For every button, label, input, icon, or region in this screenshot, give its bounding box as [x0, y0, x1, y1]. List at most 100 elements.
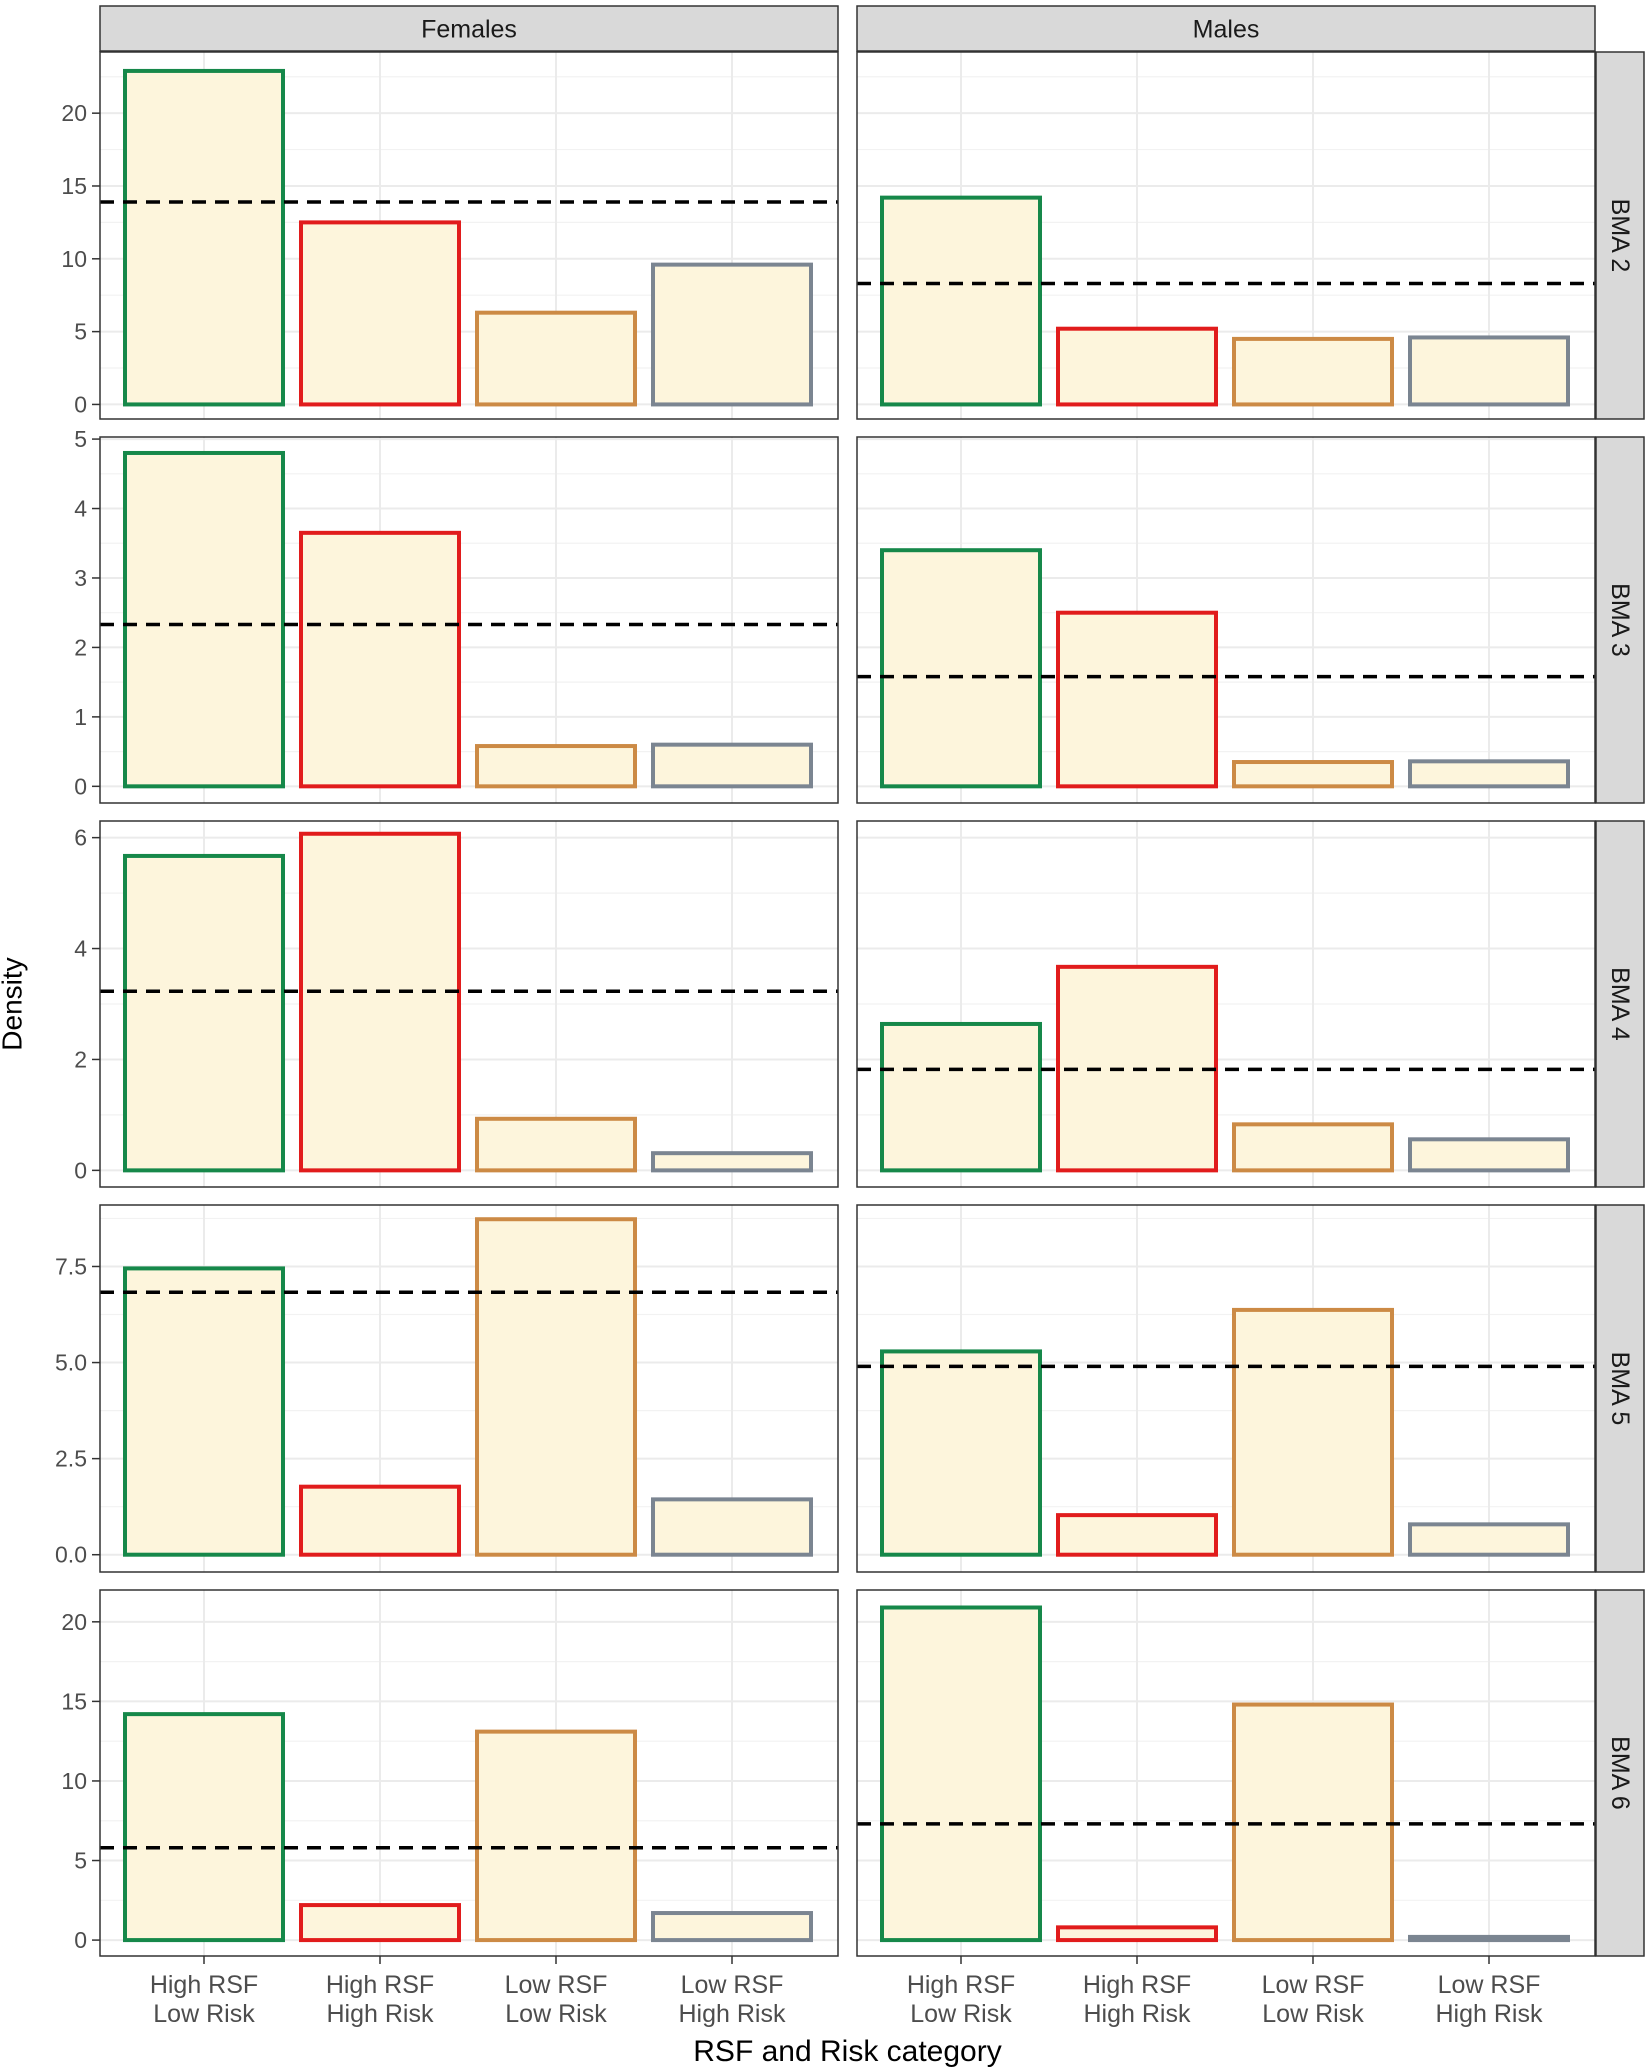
strip-label-bma-6: BMA 6 — [1606, 1736, 1634, 1810]
y-tick-label: 10 — [61, 1768, 87, 1794]
x-tick-label-line: Low Risk — [910, 2000, 1012, 2028]
strip-bma-2-background — [1595, 51, 1645, 420]
y-tick-label: 0.0 — [55, 1542, 87, 1568]
y-tick-label: 5 — [74, 319, 87, 345]
bar-high-rsf-high-risk — [1056, 610, 1218, 789]
strip-label-bma-3: BMA 3 — [1606, 583, 1634, 657]
bar-low-rsf-high-risk — [651, 1497, 813, 1557]
y-tick-label: 7.5 — [55, 1253, 87, 1279]
bar-low-rsf-high-risk — [1408, 335, 1570, 407]
x-axis-label: RSF and Risk category — [693, 2035, 1001, 2068]
y-tick-label: 0 — [74, 773, 87, 799]
y-tick-label: 6 — [74, 825, 87, 851]
x-tick-label: High RSF High Risk — [326, 1971, 434, 2028]
x-tick-label-line: High Risk — [1436, 2000, 1543, 2028]
panel-females-bma-2-border — [99, 51, 839, 420]
y-tick-label: 0 — [74, 391, 87, 417]
bar-low-rsf-high-risk — [651, 1151, 813, 1173]
bar-low-rsf-low-risk — [1232, 760, 1394, 789]
y-tick-label: 3 — [74, 565, 87, 591]
y-tick-label: 2 — [74, 1046, 87, 1072]
bar-high-rsf-high-risk — [299, 220, 461, 407]
x-tick-label-line: High RSF — [150, 1971, 258, 1999]
panel-females-bma-6: 0 5 10 15 20 — [61, 1589, 839, 1957]
panel-females-bma-5-border — [99, 1204, 839, 1573]
panel-males-bma-6 — [856, 1589, 1596, 1957]
y-tick-label: 4 — [74, 936, 87, 962]
strip-males-background — [856, 5, 1596, 52]
panel-females-bma-3: 0 1 2 3 4 5 — [74, 426, 839, 804]
x-tick-label-line: High RSF — [907, 1971, 1015, 1999]
panel-males-bma-6-border — [856, 1589, 1596, 1957]
bar-high-rsf-low-risk — [123, 1266, 285, 1557]
panel-males-bma-3-border — [856, 436, 1596, 804]
bar-high-rsf-low-risk — [123, 68, 285, 407]
bar-high-rsf-high-risk — [1056, 1513, 1218, 1557]
strip-label-bma-5: BMA 5 — [1606, 1352, 1634, 1426]
bar-high-rsf-high-risk — [1056, 326, 1218, 407]
bar-low-rsf-low-risk — [1232, 1307, 1394, 1557]
y-tick-label: 15 — [61, 1688, 87, 1714]
bar-low-rsf-high-risk — [1408, 759, 1570, 789]
y-tick-label: 0 — [74, 1927, 87, 1953]
x-tick-label-line: Low Risk — [1262, 2000, 1364, 2028]
bar-high-rsf-low-risk — [123, 1712, 285, 1943]
x-tick-label-line: Low RSF — [1262, 1971, 1365, 1999]
y-tick-label: 10 — [61, 246, 87, 272]
strip-bma-4-background — [1595, 820, 1645, 1188]
y-tick-label: 4 — [74, 496, 87, 522]
bar-low-rsf-high-risk — [651, 262, 813, 407]
bar-high-rsf-high-risk — [299, 831, 461, 1173]
panel-females-bma-3-border — [99, 436, 839, 804]
bar-low-rsf-high-risk — [651, 1911, 813, 1943]
x-tick-label: High RSF Low Risk — [150, 1971, 258, 2028]
y-tick-label: 1 — [74, 704, 87, 730]
panel-females-bma-4-border — [99, 820, 839, 1188]
bar-high-rsf-high-risk — [299, 530, 461, 789]
panel-males-bma-4 — [856, 820, 1596, 1188]
strip-bma-5-background — [1595, 1204, 1645, 1573]
strip-label-females: Females — [421, 16, 517, 44]
bar-high-rsf-low-risk — [880, 195, 1042, 407]
x-tick-label: Low RSF High Risk — [679, 1971, 786, 2028]
strip-label-bma-4: BMA 4 — [1606, 967, 1634, 1041]
bar-low-rsf-low-risk — [475, 310, 637, 407]
panel-females-bma-5: 0.0 2.5 5.0 7.5 — [55, 1204, 839, 1573]
y-axis-label: Density — [0, 957, 28, 1050]
x-tick-label-line: Low Risk — [505, 2000, 607, 2028]
x-tick-label-line: High Risk — [1084, 2000, 1191, 2028]
bar-low-rsf-low-risk — [1232, 336, 1394, 407]
x-tick-label: Low RSF High Risk — [1436, 1971, 1543, 2028]
bar-low-rsf-high-risk — [1408, 1137, 1570, 1173]
y-tick-label: 5.0 — [55, 1350, 87, 1376]
bar-low-rsf-low-risk — [475, 744, 637, 789]
x-tick-label-line: Low RSF — [681, 1971, 784, 1999]
x-tick-label: Low RSF Low Risk — [505, 1971, 608, 2028]
x-tick-label-line: High RSF — [1083, 1971, 1191, 1999]
bar-high-rsf-low-risk — [880, 1605, 1042, 1943]
bar-low-rsf-low-risk — [1232, 1122, 1394, 1173]
y-tick-label: 15 — [61, 173, 87, 199]
panel-females-bma-4: 0 2 4 6 — [74, 820, 839, 1188]
panel-males-bma-3 — [856, 436, 1596, 804]
y-tick-label: 5 — [74, 426, 87, 452]
bar-high-rsf-low-risk — [123, 450, 285, 789]
bar-low-rsf-high-risk — [1408, 1934, 1570, 1943]
x-tick-label-line: Low Risk — [153, 2000, 255, 2028]
x-tick-label-line: High RSF — [326, 1971, 434, 1999]
panel-females-bma-2: 0 5 10 15 20 — [61, 51, 839, 420]
row-strips: BMA 2 BMA 3 BMA 4 BMA 5 BMA 6 — [1595, 51, 1645, 1957]
x-tick-label-line: Low RSF — [1438, 1971, 1541, 1999]
chart-panels: 0 5 10 15 20 0 1 2 3 4 5 0 2 4 6 0.0 2.5 5.0 7.5 0 5 10 15 20 — [55, 51, 1596, 1957]
panel-males-bma-2-border — [856, 51, 1596, 420]
strip-bma-3-background — [1595, 436, 1645, 804]
bar-high-rsf-high-risk — [299, 1903, 461, 1943]
bar-low-rsf-high-risk — [1408, 1522, 1570, 1557]
bar-high-rsf-low-risk — [880, 1021, 1042, 1173]
bar-low-rsf-low-risk — [475, 1729, 637, 1943]
x-tick-label-line: High Risk — [327, 2000, 434, 2028]
bar-low-rsf-high-risk — [651, 742, 813, 789]
x-tick-label-line: Low RSF — [505, 1971, 608, 1999]
